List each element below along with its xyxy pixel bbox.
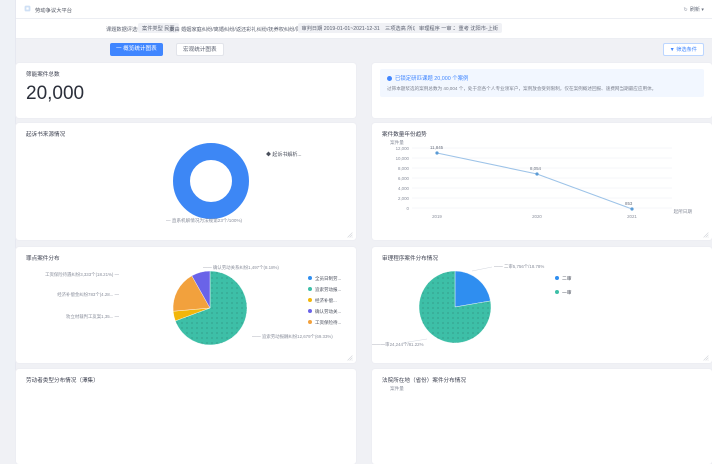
svg-text:10,000: 10,000 bbox=[396, 156, 410, 161]
svg-text:8,000: 8,000 bbox=[398, 166, 410, 171]
svg-text:853: 853 bbox=[625, 201, 633, 206]
svg-text:6,000: 6,000 bbox=[398, 176, 410, 181]
svg-text:12,000: 12,000 bbox=[396, 146, 410, 151]
svg-text:2020: 2020 bbox=[532, 214, 542, 219]
svg-text:——一审24,244个/81.22%: ——一审24,244个/81.22% bbox=[372, 341, 424, 348]
svg-text:工资保险待遇纠纷3,333个(18.21%) —: 工资保险待遇纠纷3,333个(18.21%) — bbox=[45, 271, 120, 278]
svg-text:2021: 2021 bbox=[627, 214, 637, 219]
svg-text:—— 追索劳动报酬纠纷12,679个(69.33%): —— 追索劳动报酬纠纷12,679个(69.33%) bbox=[252, 333, 333, 340]
svg-text:—— 确认劳动关系纠纷1,497个(8.18%): —— 确认劳动关系纠纷1,497个(8.18%) bbox=[203, 264, 279, 271]
svg-text:11,845: 11,845 bbox=[430, 145, 444, 150]
svg-text:经济补偿金纠纷783个(4.28... —: 经济补偿金纠纷783个(4.28... — bbox=[57, 291, 119, 298]
svg-text:2019: 2019 bbox=[432, 214, 442, 219]
svg-text:2,000: 2,000 bbox=[398, 196, 410, 201]
svg-text:0: 0 bbox=[407, 206, 410, 211]
svg-text:8,054: 8,054 bbox=[530, 166, 542, 171]
svg-text:4,000: 4,000 bbox=[398, 186, 410, 191]
svg-text:—— 二审5,756个/18.78%: —— 二审5,756个/18.78% bbox=[494, 263, 544, 270]
svg-text:劝立材裁判工友案1,35... —: 劝立材裁判工友案1,35... — bbox=[66, 313, 120, 320]
